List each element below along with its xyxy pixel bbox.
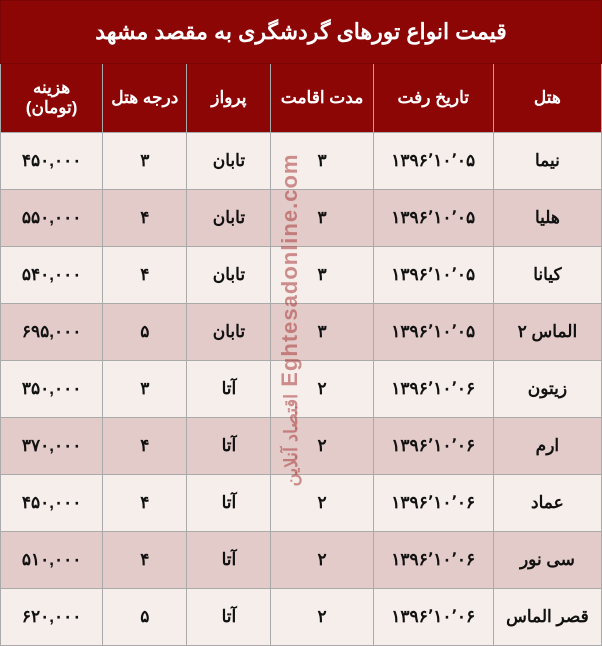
col-flight: پرواز [187,64,271,133]
cell-hotel: الماس ۲ [493,304,601,361]
cell-nights: ۲ [271,532,373,589]
cell-hotel: هلیا [493,190,601,247]
cell-stars: ۴ [103,190,187,247]
col-date: تاریخ رفت [373,64,493,133]
table-row: زیتون ۱۳۹۶٬۱۰٬۰۶ ۲ آتا ۳ ۳۵۰,۰۰۰ [1,361,602,418]
table-body: نیما ۱۳۹۶٬۱۰٬۰۵ ۳ تابان ۳ ۴۵۰,۰۰۰ هلیا ۱… [1,133,602,646]
cell-price: ۵۱۰,۰۰۰ [1,532,103,589]
cell-price: ۳۵۰,۰۰۰ [1,361,103,418]
cell-price: ۴۵۰,۰۰۰ [1,133,103,190]
cell-stars: ۴ [103,418,187,475]
cell-date: ۱۳۹۶٬۱۰٬۰۵ [373,304,493,361]
title-row: قیمت انواع تورهای گردشگری به مقصد مشهد [1,1,602,64]
cell-hotel: عماد [493,475,601,532]
cell-nights: ۳ [271,304,373,361]
cell-date: ۱۳۹۶٬۱۰٬۰۶ [373,361,493,418]
table-row: عماد ۱۳۹۶٬۱۰٬۰۶ ۲ آتا ۴ ۴۵۰,۰۰۰ [1,475,602,532]
col-hotel: هتل [493,64,601,133]
cell-date: ۱۳۹۶٬۱۰٬۰۵ [373,190,493,247]
cell-date: ۱۳۹۶٬۱۰٬۰۶ [373,418,493,475]
cell-nights: ۳ [271,133,373,190]
cell-flight: آتا [187,589,271,646]
cell-nights: ۳ [271,247,373,304]
cell-nights: ۳ [271,190,373,247]
cell-date: ۱۳۹۶٬۱۰٬۰۵ [373,133,493,190]
cell-stars: ۳ [103,361,187,418]
cell-flight: آتا [187,532,271,589]
cell-hotel: قصر الماس [493,589,601,646]
cell-flight: تابان [187,190,271,247]
cell-flight: تابان [187,304,271,361]
cell-stars: ۴ [103,475,187,532]
table-row: هلیا ۱۳۹۶٬۱۰٬۰۵ ۳ تابان ۴ ۵۵۰,۰۰۰ [1,190,602,247]
cell-stars: ۵ [103,304,187,361]
cell-date: ۱۳۹۶٬۱۰٬۰۵ [373,247,493,304]
header-row: هتل تاریخ رفت مدت اقامت پرواز درجه هتل ه… [1,64,602,133]
cell-flight: آتا [187,418,271,475]
cell-price: ۵۴۰,۰۰۰ [1,247,103,304]
cell-flight: آتا [187,361,271,418]
cell-price: ۵۵۰,۰۰۰ [1,190,103,247]
price-table-container: قیمت انواع تورهای گردشگری به مقصد مشهد ه… [0,0,602,646]
cell-date: ۱۳۹۶٬۱۰٬۰۶ [373,589,493,646]
cell-hotel: سی نور [493,532,601,589]
cell-hotel: زیتون [493,361,601,418]
table-title: قیمت انواع تورهای گردشگری به مقصد مشهد [1,1,602,64]
cell-hotel: ارم [493,418,601,475]
cell-price: ۶۲۰,۰۰۰ [1,589,103,646]
table-row: قصر الماس ۱۳۹۶٬۱۰٬۰۶ ۲ آتا ۵ ۶۲۰,۰۰۰ [1,589,602,646]
cell-flight: تابان [187,247,271,304]
cell-nights: ۲ [271,418,373,475]
table-row: نیما ۱۳۹۶٬۱۰٬۰۵ ۳ تابان ۳ ۴۵۰,۰۰۰ [1,133,602,190]
table-row: کیانا ۱۳۹۶٬۱۰٬۰۵ ۳ تابان ۴ ۵۴۰,۰۰۰ [1,247,602,304]
cell-stars: ۴ [103,532,187,589]
col-stars: درجه هتل [103,64,187,133]
cell-nights: ۲ [271,475,373,532]
cell-stars: ۳ [103,133,187,190]
price-table: قیمت انواع تورهای گردشگری به مقصد مشهد ه… [0,0,602,646]
cell-price: ۶۹۵,۰۰۰ [1,304,103,361]
table-row: الماس ۲ ۱۳۹۶٬۱۰٬۰۵ ۳ تابان ۵ ۶۹۵,۰۰۰ [1,304,602,361]
col-nights: مدت اقامت [271,64,373,133]
cell-stars: ۵ [103,589,187,646]
cell-date: ۱۳۹۶٬۱۰٬۰۶ [373,532,493,589]
cell-price: ۴۵۰,۰۰۰ [1,475,103,532]
table-row: ارم ۱۳۹۶٬۱۰٬۰۶ ۲ آتا ۴ ۳۷۰,۰۰۰ [1,418,602,475]
cell-hotel: نیما [493,133,601,190]
col-price: هزینه (تومان) [1,64,103,133]
table-row: سی نور ۱۳۹۶٬۱۰٬۰۶ ۲ آتا ۴ ۵۱۰,۰۰۰ [1,532,602,589]
cell-stars: ۴ [103,247,187,304]
cell-price: ۳۷۰,۰۰۰ [1,418,103,475]
cell-hotel: کیانا [493,247,601,304]
cell-date: ۱۳۹۶٬۱۰٬۰۶ [373,475,493,532]
cell-nights: ۲ [271,361,373,418]
cell-flight: آتا [187,475,271,532]
cell-nights: ۲ [271,589,373,646]
cell-flight: تابان [187,133,271,190]
